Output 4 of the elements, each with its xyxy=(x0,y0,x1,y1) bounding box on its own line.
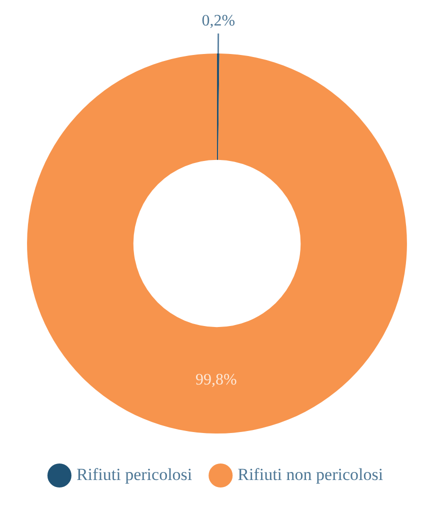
legend-label: Rifiuti pericolosi xyxy=(76,464,192,484)
data-label: 99,8% xyxy=(195,372,237,388)
data-label: 0,2% xyxy=(202,12,236,30)
legend-label: Rifiuti non pericolosi xyxy=(238,464,384,484)
